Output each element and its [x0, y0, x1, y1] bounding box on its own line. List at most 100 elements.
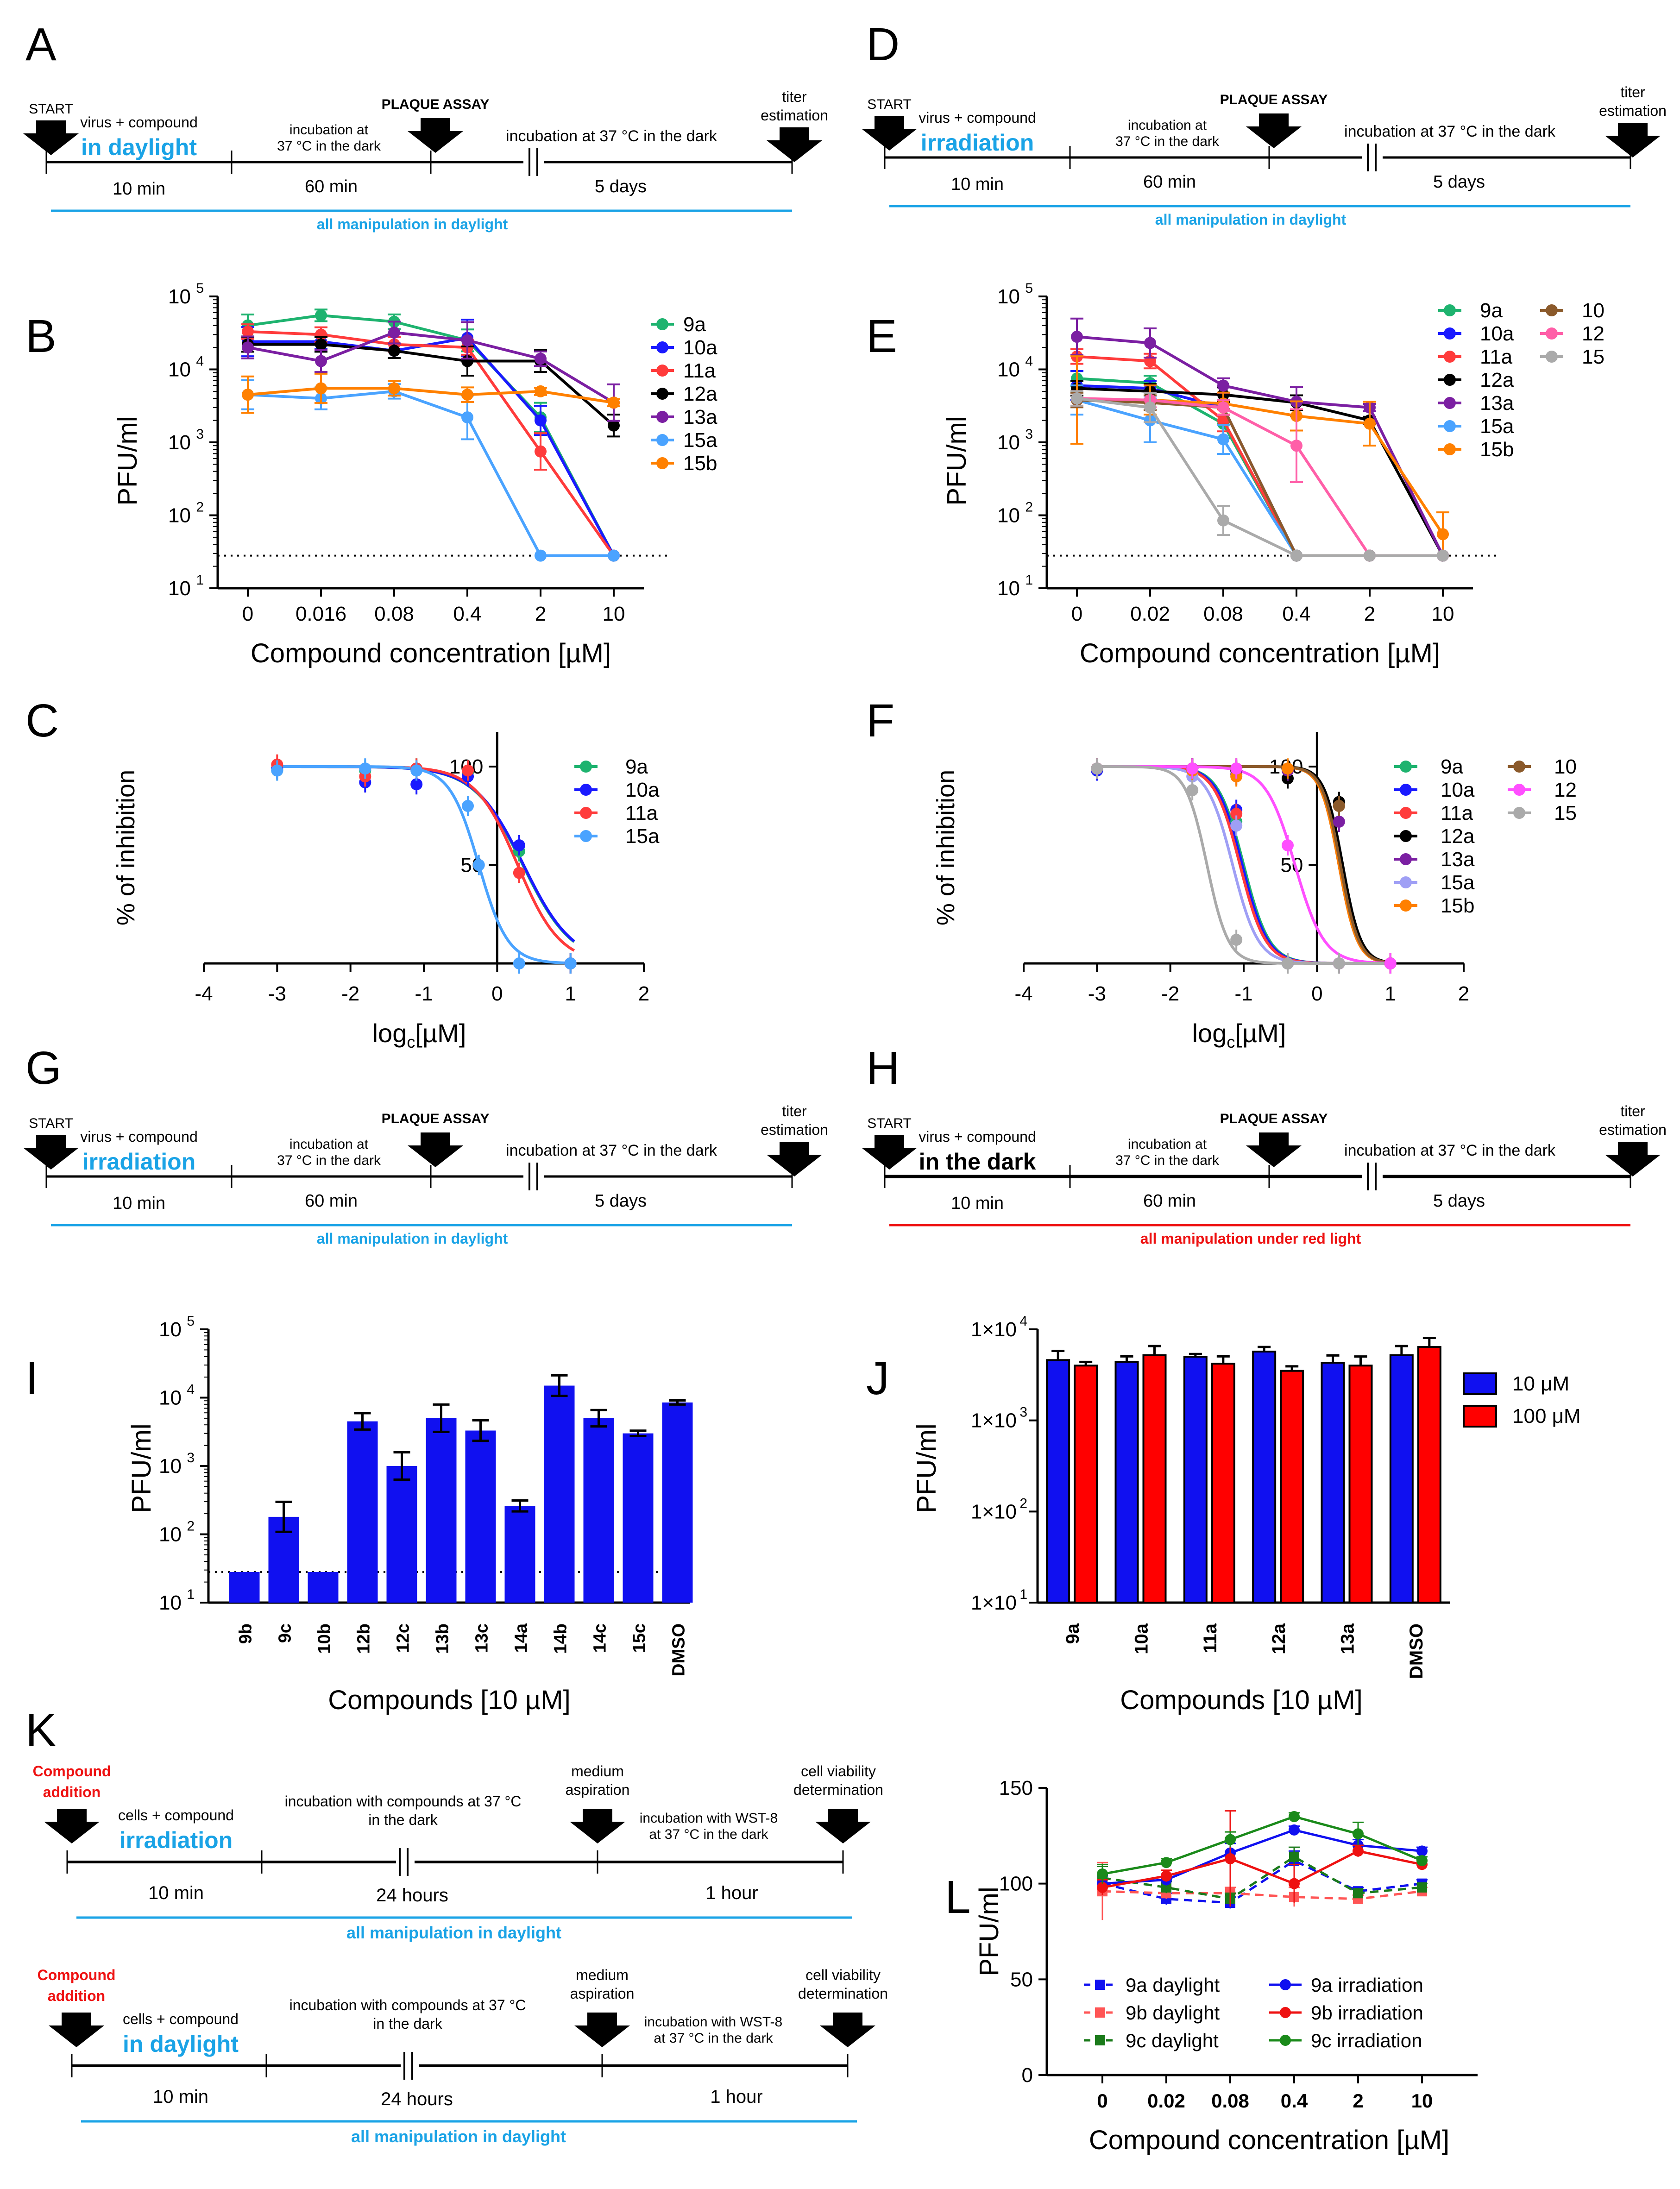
start-label: addition	[43, 1784, 101, 1800]
x-tick-label: 10	[1432, 603, 1454, 625]
data-point-9b irradiation	[1289, 1878, 1300, 1889]
data-point-15a	[1230, 819, 1243, 832]
data-point-15b	[1437, 528, 1449, 541]
data-point-9c irradiation	[1097, 1868, 1108, 1880]
assay-label: PLAQUE ASSAY	[1220, 1111, 1328, 1126]
x-tick-label: 0.08	[1203, 603, 1243, 625]
step3-label: at 37 °C in the dark	[649, 1827, 768, 1842]
step2-label: in the dark	[373, 2015, 442, 2032]
y-tick-label: 10	[997, 359, 1020, 381]
scheme-K1: Compound addition cells + compound irradiat…	[33, 1763, 883, 1942]
assay-arrow-icon	[408, 118, 463, 153]
chart-L: 0 50 100 150 0 0.02 0.08 0.4 2 10 Compound concent…	[974, 1777, 1478, 2155]
step2-label: incubation with compounds at 37 °C	[285, 1793, 522, 1810]
medium-label: aspiration	[566, 1781, 630, 1798]
step3-label: incubation with WST-8	[644, 2014, 782, 2030]
duration-label: 10 min	[148, 1883, 204, 1903]
assay-label: PLAQUE ASSAY	[1220, 92, 1328, 107]
scheme-A: START virus + compound in daylight incubati…	[23, 88, 828, 233]
legend-marker	[1513, 807, 1525, 819]
series-line-15	[1076, 397, 1443, 557]
y-tick-label: 10	[997, 577, 1020, 600]
x-tick-label-14b: 14b	[551, 1623, 571, 1654]
chart-F: -4-3-2-101250100logc[µM]% of inhibition9…	[932, 732, 1577, 1051]
legend-label-10a: 10a	[625, 779, 660, 801]
data-point-9c daylight	[1289, 1851, 1299, 1862]
legend-label-15a: 15a	[1480, 415, 1514, 438]
x-tick-label: 0.4	[1282, 603, 1310, 625]
start-arrow-icon	[44, 1809, 100, 1843]
fit-curve-15a	[277, 765, 574, 965]
start-arrow-icon	[23, 1135, 79, 1170]
duration-label: 1 hour	[705, 1883, 758, 1903]
y-tick-label: 10	[159, 1523, 182, 1546]
bar-14a	[504, 1506, 535, 1603]
y-tick-exponent: 4	[187, 1382, 195, 1397]
legend-label-10a: 10a	[1480, 322, 1514, 345]
legend-label-0: 10 μM	[1512, 1372, 1569, 1395]
footer-label: all manipulation in daylight	[317, 1230, 508, 1247]
y-tick-label: 50	[1010, 1968, 1033, 1991]
data-point-13a	[388, 326, 400, 339]
data-point-13a	[1333, 816, 1345, 828]
chart-C: -4-3-2-101250100logc[µM]% of inhibition9…	[112, 732, 660, 1051]
duration-label: 60 min	[305, 177, 358, 196]
legend-marker	[656, 411, 668, 423]
medium-label: aspiration	[570, 1985, 635, 2002]
data-point-13a	[1071, 331, 1083, 343]
duration-label: 10 min	[153, 2087, 208, 2107]
duration-label: 5 days	[1433, 1191, 1485, 1211]
data-point-15a	[608, 549, 620, 562]
x-tick-label: 0.08	[374, 603, 414, 625]
legend-label-12: 12	[1582, 322, 1604, 345]
x-tick-label-13b: 13b	[433, 1623, 453, 1654]
fit-curve-15b	[1097, 765, 1394, 964]
y-tick-label: 1×10	[971, 1500, 1017, 1523]
data-point-15b	[1282, 762, 1294, 775]
x-tick-label: 1	[1384, 982, 1396, 1005]
series-line-10	[1076, 398, 1443, 557]
data-point-9c daylight	[1353, 1888, 1363, 1899]
x-tick-label-9b: 9b	[236, 1623, 256, 1644]
legend-marker	[1400, 830, 1412, 842]
legend-label-13a: 13a	[683, 406, 717, 428]
series-line-12	[1076, 397, 1443, 557]
panel-label-I: I	[25, 1352, 38, 1404]
legend-marker	[1280, 1979, 1291, 1990]
y-tick-label: 10	[159, 1318, 182, 1341]
legend-marker	[1444, 374, 1456, 386]
duration-label: 24 hours	[381, 2089, 453, 2109]
footer-label: all manipulation in daylight	[351, 2127, 566, 2146]
fit-curve-11a	[1097, 765, 1394, 965]
legend-marker	[1095, 2007, 1105, 2018]
y-axis-title: PFU/ml	[113, 416, 143, 505]
y-tick-label: 10	[997, 285, 1020, 308]
legend-marker	[1546, 351, 1558, 363]
y-axis-title: % of inhibition	[932, 770, 960, 925]
x-tick-label-13a: 13a	[1338, 1623, 1358, 1654]
step3-label: incubation at 37 °C in the dark	[506, 127, 717, 145]
data-point-15	[1186, 784, 1199, 796]
duration-label: 60 min	[1143, 172, 1196, 192]
data-point-9a irradiation	[1289, 1824, 1300, 1836]
data-point-12	[1290, 440, 1302, 452]
end-arrow-icon	[767, 127, 822, 162]
legend-marker	[1444, 397, 1456, 409]
series-line-15a	[1076, 398, 1443, 557]
legend-marker	[580, 784, 592, 796]
fit-curve-15a	[1097, 765, 1394, 965]
legend-label-11a: 11a	[625, 802, 658, 824]
step2-label: 37 °C in the dark	[277, 138, 381, 154]
legend-label-1: 100 μM	[1512, 1405, 1581, 1428]
y-tick-label: 10	[168, 577, 191, 600]
legend-marker	[1546, 304, 1558, 316]
x-axis-title: Compound concentration [µM]	[1080, 638, 1440, 668]
y-tick-label: 10	[159, 1591, 182, 1614]
data-point-12	[1282, 839, 1294, 851]
series-line-9a	[247, 314, 615, 556]
legend-label-12a: 12a	[683, 383, 717, 405]
legend-label-9a: 9a	[625, 755, 648, 778]
legend-marker	[1095, 1980, 1105, 1990]
x-tick-label: 0	[491, 982, 503, 1005]
data-point-10a	[513, 839, 525, 851]
